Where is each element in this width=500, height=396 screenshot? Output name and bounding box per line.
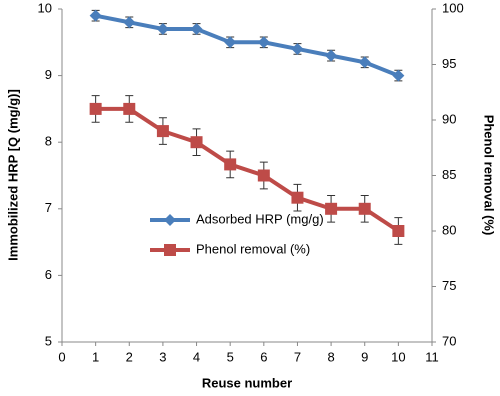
legend-marker — [164, 244, 176, 256]
legend-marker — [164, 214, 176, 226]
marker — [123, 16, 136, 29]
marker — [358, 56, 371, 69]
x-tick-label: 3 — [159, 349, 166, 364]
y-tick-label: 6 — [45, 267, 52, 282]
y2-tick-label: 75 — [442, 278, 456, 293]
marker — [257, 169, 270, 182]
marker — [392, 225, 405, 237]
marker — [156, 22, 169, 35]
x-tick-label: 5 — [227, 349, 234, 364]
x-tick-label: 2 — [126, 349, 133, 364]
y2-tick-label: 90 — [442, 111, 456, 126]
legend-label: Phenol removal (%) — [196, 241, 310, 256]
y-tick-label: 8 — [45, 134, 52, 149]
marker — [190, 22, 203, 35]
marker — [89, 9, 102, 22]
x-tick-label: 4 — [193, 349, 200, 364]
y-tick-label: 7 — [45, 200, 52, 215]
y2-tick-label: 70 — [442, 333, 456, 348]
y2-tick-label: 95 — [442, 56, 456, 71]
x-tick-label: 1 — [92, 349, 99, 364]
y2-axis-label: Phenol removal (%) — [482, 115, 497, 236]
y2-tick-label: 100 — [442, 0, 464, 15]
marker — [257, 36, 270, 49]
y2-tick-label: 85 — [442, 167, 456, 182]
y-axis-label: Immobilized HRP [Q (mg/g)] — [5, 89, 20, 261]
marker — [224, 36, 237, 49]
y-tick-label: 9 — [45, 67, 52, 82]
marker — [291, 42, 304, 55]
x-tick-label: 7 — [294, 349, 301, 364]
y-tick-label: 5 — [45, 333, 52, 348]
y-tick-label: 10 — [38, 0, 52, 15]
legend-label: Adsorbed HRP (mg/g) — [196, 211, 324, 226]
series-line — [95, 13, 400, 78]
x-axis-label: Reuse number — [202, 375, 292, 390]
marker — [224, 158, 237, 171]
marker — [89, 102, 102, 115]
x-tick-label: 8 — [327, 349, 334, 364]
marker — [291, 191, 304, 204]
marker — [392, 69, 405, 82]
marker — [325, 49, 338, 62]
x-tick-label: 11 — [425, 349, 439, 364]
x-tick-label: 0 — [58, 349, 65, 364]
series-line — [95, 106, 400, 233]
y2-tick-label: 80 — [442, 222, 456, 237]
marker — [358, 202, 371, 215]
marker — [190, 136, 203, 149]
x-tick-label: 6 — [260, 349, 267, 364]
x-tick-label: 9 — [361, 349, 368, 364]
marker — [156, 125, 169, 138]
marker — [325, 202, 338, 215]
x-tick-label: 10 — [391, 349, 405, 364]
marker — [123, 102, 136, 115]
